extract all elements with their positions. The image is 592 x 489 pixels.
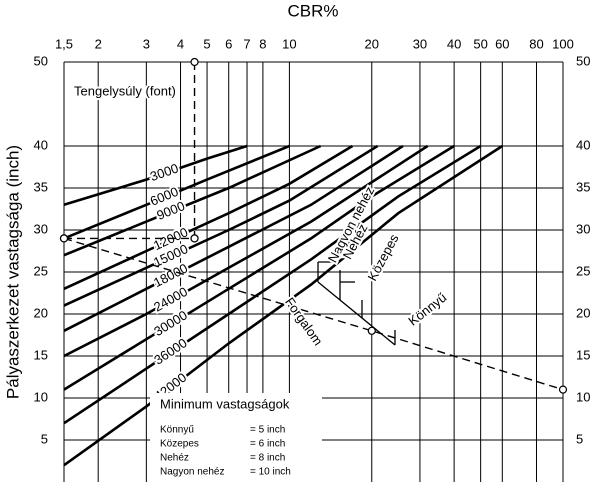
min-table-box: [150, 393, 322, 485]
min-table-cell: = 10 inch: [250, 467, 291, 478]
x-tick-label: 60: [495, 36, 509, 51]
x-tick-label: 80: [529, 36, 543, 51]
y-tick-label: 20: [34, 305, 48, 320]
x-tick-label: 50: [473, 36, 487, 51]
traffic-nomograph: [317, 261, 396, 346]
curve: [63, 144, 290, 240]
y-tick-label: 50: [576, 53, 590, 68]
min-table-cell: = 6 inch: [250, 439, 285, 450]
curve: [63, 144, 404, 332]
example-line: [63, 237, 564, 391]
y-tick-label: 5: [41, 431, 48, 446]
curve: [63, 144, 504, 467]
x-tick-label: 40: [447, 36, 461, 51]
y-tick-label: 15: [34, 347, 48, 362]
y-tick-label: 20: [576, 305, 590, 320]
x-tick-label: 30: [413, 36, 427, 51]
y-tick-label: 30: [576, 221, 590, 236]
curve: [63, 144, 429, 358]
traffic-class: Könnyű: [405, 290, 449, 329]
min-table-cell: Közepes: [160, 439, 199, 450]
curve: [63, 144, 455, 391]
y-tick-label: 50: [34, 53, 48, 68]
example-point: [190, 234, 199, 243]
x-tick-label: 10: [282, 36, 296, 51]
traffic-title: Forgalom: [282, 295, 326, 349]
y-tick-label: 30: [34, 221, 48, 236]
y-tick-label: 25: [576, 263, 590, 278]
example-point: [367, 326, 376, 335]
example-point: [558, 385, 568, 394]
x-tick-label: 100: [552, 36, 574, 51]
y-tick-label: 10: [576, 389, 590, 404]
example-point: [190, 57, 199, 67]
curve: [63, 144, 354, 290]
chart-title: CBR%: [287, 1, 338, 20]
curve-label: 36000: [151, 335, 189, 367]
y-tick-label: 5: [576, 431, 583, 446]
x-tick-label: 1,5: [55, 36, 73, 51]
y-axis-label: Pályaszerkezet vastagsága (inch): [3, 145, 22, 399]
x-tick-label: 6: [225, 36, 232, 51]
min-table-cell: Nagyon nehéz: [160, 467, 225, 478]
curve: [63, 144, 482, 425]
y-tick-label: 10: [34, 389, 48, 404]
x-tick-label: 8: [259, 36, 266, 51]
x-tick-label: 5: [203, 36, 210, 51]
min-table-cell: = 8 inch: [250, 453, 285, 464]
min-table-cell: Nehéz: [160, 453, 189, 464]
curve: [63, 144, 248, 207]
example-point: [59, 234, 69, 243]
x-tick-label: 20: [365, 36, 379, 51]
traffic-class: Közepes: [365, 231, 402, 283]
x-tick-label: 3: [143, 36, 150, 51]
x-tick-label: 2: [95, 36, 102, 51]
x-tick-label: 7: [243, 36, 250, 51]
x-tick-label: 4: [177, 36, 184, 51]
y-tick-label: 35: [34, 179, 48, 194]
min-table-cell: Könnyű: [160, 425, 194, 436]
y-tick-label: 25: [34, 263, 48, 278]
min-table-title: Minimum vastagságok: [160, 396, 290, 411]
traffic-axis: [317, 281, 396, 346]
y-tick-label: 15: [576, 347, 590, 362]
y-tick-label: 40: [34, 137, 48, 152]
min-table: Minimum vastagságok Könnyű = 5 inch Köze…: [150, 393, 322, 485]
y-tick-label: 40: [576, 137, 590, 152]
min-table-cell: = 5 inch: [250, 425, 285, 436]
y-tick-label: 35: [576, 179, 590, 194]
series-heading: Tengelysúly (font): [74, 83, 176, 98]
curve: [63, 144, 379, 307]
curve-label: 3000: [148, 160, 180, 184]
